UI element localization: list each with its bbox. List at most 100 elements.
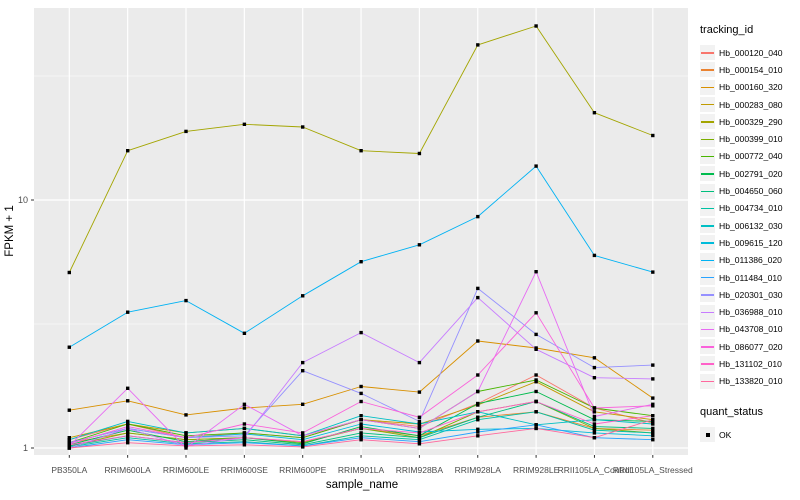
x-tick-label: RRIM928LE [512,465,560,475]
data-point-marker [534,389,538,394]
data-point-marker [359,436,363,440]
legend-item-label: Hb_131102_010 [719,358,782,369]
data-point-marker [359,399,363,404]
data-point-marker [534,347,538,351]
data-point-marker [534,378,538,382]
data-point-marker [592,406,597,410]
data-point-marker [534,332,538,337]
data-point-marker [67,443,71,447]
legend-key-line-icon [700,339,715,355]
data-point-marker [126,438,130,442]
legend-item-label: OK [719,429,732,440]
data-point-marker [126,422,130,426]
data-point-marker [126,310,130,314]
legend-key-line-icon [700,235,715,251]
legend-item: Hb_009615_120 [700,234,800,251]
legend-item: Hb_131102_010 [700,355,800,372]
legend-item: Hb_043708_010 [700,321,800,338]
legend-line-swatch [701,225,714,227]
data-point-marker [417,438,422,442]
data-point-marker [126,399,130,403]
legend-item-label: Hb_009615_120 [719,237,783,248]
data-point-marker [651,363,655,367]
data-point-marker [476,418,480,422]
data-point-marker [476,415,480,419]
data-point-marker [417,436,422,440]
data-point-marker [359,422,363,426]
legend-item-label: Hb_000154_010 [719,64,783,75]
legend-key-line-icon [700,148,715,164]
data-point-marker [417,419,422,424]
legend-line-swatch [701,190,714,192]
legend-line-swatch [701,104,714,106]
legend-item-label: Hb_004734_010 [719,203,783,214]
data-point-marker [242,422,247,426]
data-point-marker [476,339,480,343]
legend-line-swatch [701,121,714,123]
data-point-marker [476,286,480,291]
legend-title-quant-status: quant_status [700,405,763,418]
data-point-marker [592,418,597,422]
data-point-marker [67,438,71,442]
data-point-marker [67,345,71,349]
data-point-marker [476,401,480,406]
data-point-marker [651,434,655,438]
y-tick-label: 10 [17,195,28,205]
data-point-marker [476,295,480,300]
data-point-marker [592,365,597,370]
legend-key-line-icon [700,166,715,182]
data-point-marker [301,431,305,435]
legend-item: Hb_004734_010 [700,200,800,217]
legend-item: Hb_000329_290 [700,113,800,130]
legend-item-label: Hb_000329_290 [719,116,783,127]
data-point-marker [651,426,655,431]
legend-line-swatch [701,277,714,279]
data-point-marker [301,294,305,298]
data-point-marker [126,419,130,424]
data-point-marker [476,410,480,414]
legend-shape-items: OK [700,426,800,443]
data-point-marker [184,446,188,450]
legend-line-swatch [701,52,714,54]
data-point-marker [359,426,363,431]
data-point-marker [592,414,597,419]
legend-item-label: Hb_043708_010 [719,324,783,335]
x-tick-label: RRIM600PE [279,465,327,475]
legend-item: Hb_000399_010 [700,130,800,147]
data-point-marker [126,386,130,390]
legend-item: Hb_000154_010 [700,61,800,78]
data-point-marker [417,415,422,419]
legend-item-label: Hb_000120_040 [719,47,783,58]
data-point-marker [359,391,363,396]
legend-line-swatch [701,363,714,365]
legend-key-line-icon [700,252,715,268]
legend-key-line-icon [700,114,715,130]
data-point-marker [417,434,422,438]
data-point-marker [534,399,538,404]
data-point-marker [592,253,597,258]
data-point-marker [592,376,597,380]
x-axis-title: sample_name [325,479,399,491]
data-point-marker [651,396,655,400]
data-point-marker [592,426,597,431]
legend-key-line-icon [700,218,715,234]
data-point-marker [417,424,422,429]
data-point-marker [301,402,305,406]
data-point-marker [651,270,655,274]
data-point-marker [126,426,130,431]
data-point-marker [301,438,305,442]
y-tick-label: 1 [22,443,28,453]
x-tick-label: RRIM600SE [220,465,268,475]
data-point-marker [184,129,188,134]
legend-line-swatch [701,138,714,141]
data-point-marker [534,270,538,274]
data-point-marker [651,404,655,408]
data-point-marker [592,431,597,435]
y-axis-title: FPKM + 1 [4,205,16,257]
legend-key-line-icon [700,321,715,337]
data-point-marker [592,424,597,429]
legend-item: Hb_086077_020 [700,338,800,355]
data-point-marker [184,431,188,435]
data-point-marker [359,431,363,435]
